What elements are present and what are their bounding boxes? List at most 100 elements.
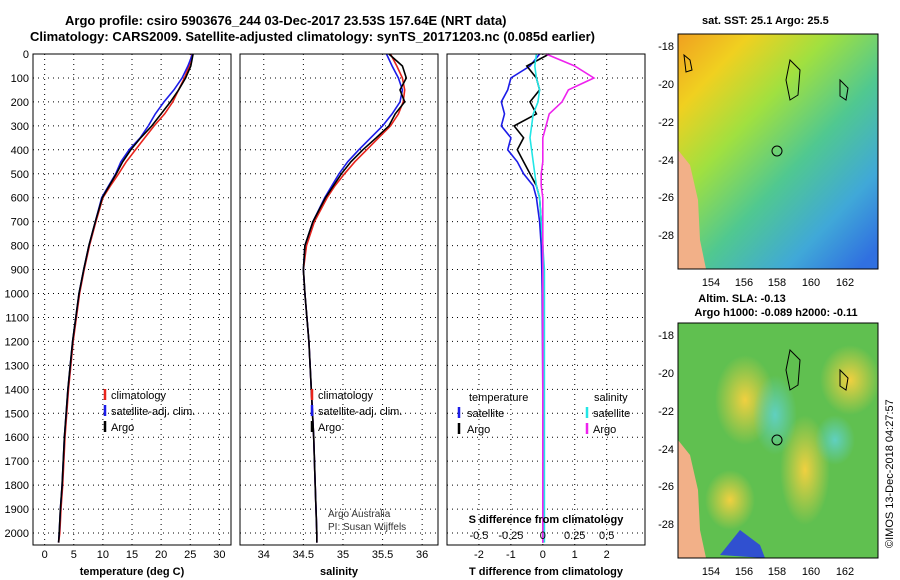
map-y-tick-label: -22: [658, 406, 674, 418]
x-tick-label: 0: [42, 549, 48, 561]
sst-land: [678, 150, 706, 269]
panel-frame: [239, 53, 439, 546]
sla-map-title-2: Argo h1000: -0.089 h2000: -0.11: [694, 307, 857, 319]
x-tick-label: 15: [126, 549, 138, 561]
legend-label: climatology: [318, 390, 374, 402]
y-tick-label: 700: [11, 217, 29, 229]
y-tick-label: 1300: [5, 360, 29, 372]
y-tick-label: 1100: [5, 312, 29, 324]
sla-coast: [785, 348, 849, 391]
sla-argo-marker: [771, 434, 783, 446]
map-y-tick-label: -26: [658, 192, 674, 204]
series-line-argo: [57, 53, 194, 543]
map-y-tick-label: -24: [658, 444, 674, 456]
map-x-tick-label: 160: [802, 566, 820, 578]
y-tick-label: 1500: [5, 408, 29, 420]
legend-label: satellite-adj. clim.: [318, 406, 402, 418]
map-x-tick-label: 156: [735, 566, 753, 578]
sla-deep-low: [720, 530, 765, 558]
series-line-s-argo: [540, 53, 596, 543]
map-x-tick-label: 162: [836, 566, 854, 578]
profile-panel-difference: -2 -1 0 1 2 T difference from climatology temp…: [446, 53, 646, 578]
s-tick-label: 0.25: [564, 530, 585, 542]
map-y-tick-label: -28: [658, 519, 674, 531]
legend-label: satellite-adj. clim.: [111, 406, 195, 418]
x-tick-label: 0: [540, 549, 546, 561]
header-line-1: Argo profile: csiro 5903676_244 03-Dec-2…: [65, 13, 507, 28]
y-tick-label: 500: [11, 169, 29, 181]
x-tick-label: 30: [213, 549, 225, 561]
map-x-tick-label: 158: [768, 277, 786, 289]
x-tick-label: 34: [258, 549, 270, 561]
map-x-tick-label: 162: [836, 277, 854, 289]
x-tick-label: -1: [506, 549, 516, 561]
legend-label: satellite: [593, 408, 630, 420]
x-tick-label: 5: [71, 549, 77, 561]
sla-low-1: [753, 375, 797, 455]
x-tick-label: 2: [604, 549, 610, 561]
legend-label: Argo: [467, 424, 490, 436]
s-tick-label: -0.5: [469, 530, 488, 542]
sst-field: [678, 34, 878, 269]
x-axis-label-top: S difference from climatology: [469, 514, 625, 526]
credit-line-1: Argo Australia: [328, 509, 391, 520]
sst-argo-marker: [771, 145, 783, 157]
panel-frame: [446, 53, 646, 546]
map-y-tick-label: -20: [658, 368, 674, 380]
x-tick-label: 1: [572, 549, 578, 561]
x-tick-label: 20: [155, 549, 167, 561]
y-tick-label: 800: [11, 241, 29, 253]
y-tick-label: 2000: [5, 528, 29, 540]
sst-frame: [677, 33, 879, 270]
y-tick-label: 1800: [5, 480, 29, 492]
s-tick-label: -0.25: [498, 530, 523, 542]
y-tick-label: 1400: [5, 384, 29, 396]
x-tick-label: 34.5: [293, 549, 314, 561]
sla-high-3: [705, 470, 755, 530]
sla-land: [678, 440, 706, 558]
sla-frame: [677, 322, 879, 559]
sla-low-2: [815, 415, 855, 465]
x-tick-label: 10: [97, 549, 109, 561]
y-tick-label: 100: [11, 73, 29, 85]
map-y-tick-label: -26: [658, 481, 674, 493]
legend-head-salinity: salinity: [594, 392, 628, 404]
sst-coast: [683, 53, 849, 101]
x-tick-label: 25: [184, 549, 196, 561]
map-x-tick-label: 160: [802, 277, 820, 289]
legend-label: Argo: [111, 422, 134, 434]
credit-line-2: PI: Susan Wijffels: [328, 522, 406, 533]
map-x-tick-label: 154: [702, 566, 720, 578]
profile-panel-salinity: 34 34.5 35 35.5 36 salinity climatology satelli…: [239, 53, 439, 578]
map-y-tick-label: -22: [658, 117, 674, 129]
map-x-tick-label: 158: [768, 566, 786, 578]
legend-label: satellite: [467, 408, 504, 420]
y-tick-label: 300: [11, 121, 29, 133]
sla-map: Altim. SLA: -0.13 Argo h1000: -0.089 h20…: [658, 293, 880, 578]
map-y-tick-label: -18: [658, 41, 674, 53]
map-x-tick-label: 154: [702, 277, 720, 289]
legend-label: Argo: [318, 422, 341, 434]
x-tick-label: -2: [474, 549, 484, 561]
y-tick-label: 400: [11, 145, 29, 157]
s-tick-label: 0.5: [599, 530, 614, 542]
map-y-tick-label: -24: [658, 155, 674, 167]
legend-label: Argo: [593, 424, 616, 436]
sst-map-title: sat. SST: 25.1 Argo: 25.5: [702, 15, 829, 27]
map-x-tick-label: 156: [735, 277, 753, 289]
map-y-tick-label: -18: [658, 330, 674, 342]
y-tick-label: 600: [11, 193, 29, 205]
series-line-argo: [302, 53, 408, 543]
map-y-tick-label: -20: [658, 79, 674, 91]
series-line-t-satellite: [500, 53, 544, 543]
sst-map: sat. SST: 25.1 Argo: 25.5 154 156 158 160 16…: [658, 15, 879, 289]
legend-head-temperature: temperature: [469, 392, 528, 404]
sla-map-title-1: Altim. SLA: -0.13: [698, 293, 785, 305]
x-axis-label: salinity: [320, 566, 359, 578]
x-axis-label: temperature (deg C): [80, 566, 185, 578]
y-tick-label: 1700: [5, 456, 29, 468]
y-tick-label: 1900: [5, 504, 29, 516]
profile-panel-temperature: 0100200300400500600700800900100011001200…: [5, 49, 232, 578]
header-line-2: Climatology: CARS2009. Satellite-adjuste…: [30, 29, 595, 44]
